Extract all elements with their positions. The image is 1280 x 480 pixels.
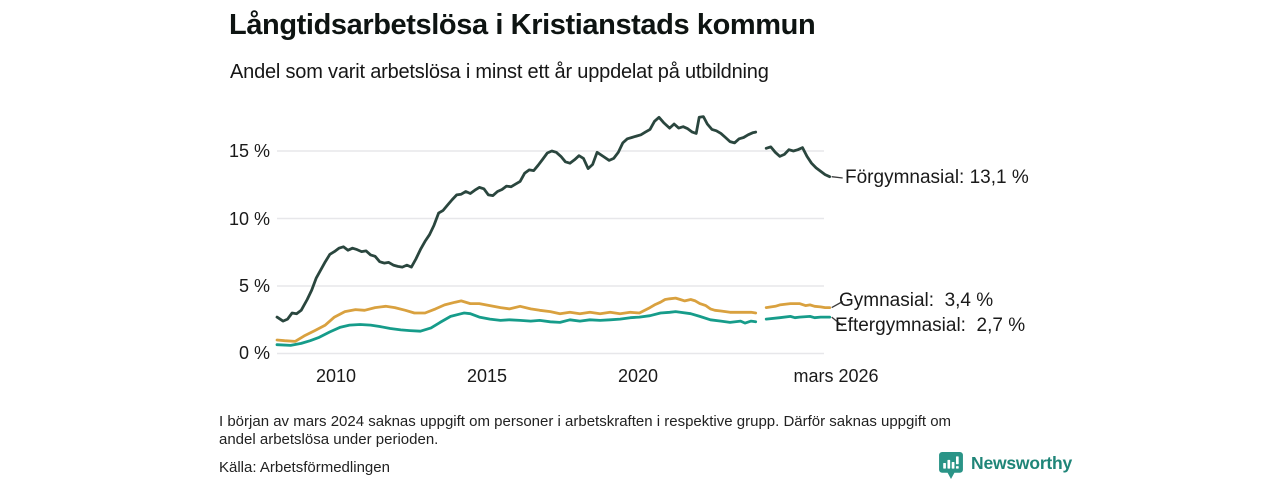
series-label-gymnasial: Gymnasial: 3,4 % [839, 290, 994, 311]
series-label-forgymnasial: Förgymnasial: 13,1 % [845, 167, 1029, 188]
newsworthy-logo-icon [939, 452, 963, 479]
y-axis-tick-15: 15 % [228, 141, 270, 161]
x-axis-tick-2020: 2020 [617, 366, 659, 386]
x-axis-tick-2010: 2010 [315, 366, 357, 386]
newsworthy-branding: Newsworthy [939, 452, 1072, 479]
newsworthy-logo-text: Newsworthy [971, 453, 1073, 473]
source-attribution: Källa: Arbetsförmedlingen [219, 459, 390, 476]
chart-footnote: I början av mars 2024 saknas uppgift om … [219, 413, 1059, 449]
chart-title: Långtidsarbetslösa i Kristianstads kommu… [229, 9, 816, 41]
x-axis-tick-2015: 2015 [466, 366, 508, 386]
chart-subtitle: Andel som varit arbetslösa i minst ett å… [230, 61, 769, 83]
y-axis-tick-0: 0 % [238, 343, 270, 363]
y-axis-tick-10: 10 % [228, 209, 270, 229]
footnote-line-2: andel arbetslösa under perioden. [219, 431, 439, 448]
footnote-line-1: I början av mars 2024 saknas uppgift om … [219, 413, 952, 430]
y-axis-tick-5: 5 % [238, 276, 270, 296]
series-label-eftergymnasial: Eftergymnasial: 2,7 % [835, 315, 1026, 336]
x-axis-tick-mars-2026: mars 2026 [793, 366, 879, 386]
